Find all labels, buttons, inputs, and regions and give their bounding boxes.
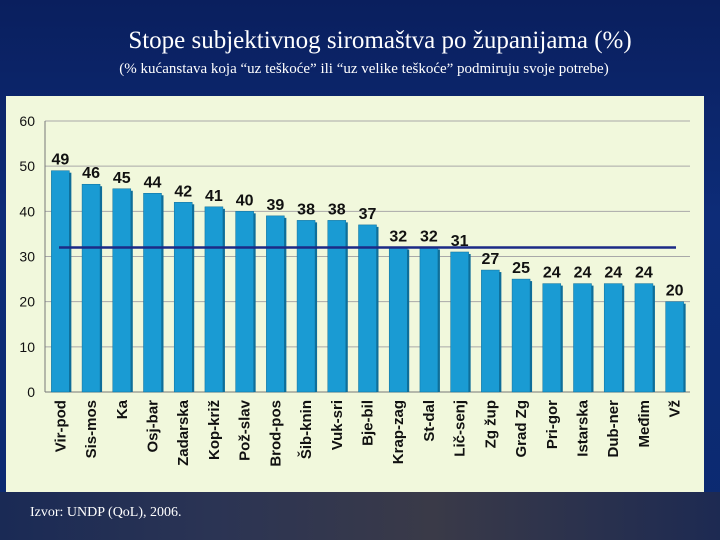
bar [665,301,684,393]
footer-band [0,492,720,540]
source-note: Izvor: UNDP (QoL), 2006. [30,505,182,520]
bar [266,215,285,393]
data-label: 40 [236,192,254,209]
data-label: 32 [389,228,407,245]
bar [542,283,562,393]
bar [204,206,224,393]
y-tick-label: 10 [19,339,35,355]
category-label: Vž [667,400,684,418]
category-label: Vuk-sri [329,400,346,450]
bar [358,224,377,393]
data-label: 20 [666,283,684,300]
data-label: 39 [266,197,284,214]
bar [603,283,623,393]
page-subtitle: (% kućanstava koja “uz teškoće” ili “uz … [119,61,609,77]
category-label: Šib-knin [297,400,315,459]
category-label: Krap-zag [390,400,407,464]
category-label: St-dal [421,400,438,442]
category-label: Pri-gor [544,400,561,449]
category-label: Bje-bil [360,400,377,446]
category-label: Lič-senj [452,400,469,457]
category-label: Dub-ner [605,400,622,458]
bar [81,183,101,393]
category-label: Vir-pod [52,400,69,452]
bar [143,193,162,393]
bar [235,211,254,393]
category-label: Međim [636,400,653,448]
y-tick-label: 60 [19,113,35,129]
category-label: Sis-mos [83,400,100,458]
y-tick-label: 0 [27,384,35,400]
bar [51,170,70,393]
category-label: Zadarska [175,399,192,466]
category-label: Istarska [575,399,592,456]
data-label: 41 [205,188,223,205]
data-label: 31 [451,233,469,250]
bar [327,220,347,393]
data-label: 24 [635,265,653,282]
bar [388,247,408,393]
bar [573,283,592,393]
category-label: Zg žup [482,400,499,448]
data-label: 42 [174,183,192,200]
category-label: Ka [114,399,131,419]
category-label: Kop-križ [206,400,223,460]
bar [173,202,193,393]
data-label: 24 [574,265,592,282]
category-label: Brod-pos [267,400,284,467]
data-label: 24 [604,265,622,282]
data-label: 45 [113,170,131,187]
y-tick-label: 30 [19,249,35,265]
y-tick-label: 50 [19,158,35,174]
page-title: Stope subjektivnog siromaštva po županij… [128,27,632,54]
data-label: 25 [512,260,530,277]
category-label: Grad Zg [513,400,530,458]
bar [634,283,654,393]
bar [296,220,316,393]
data-label: 46 [82,165,100,182]
bar [481,269,500,393]
data-label: 37 [359,206,377,223]
y-tick-label: 40 [19,203,35,219]
data-label: 38 [297,201,315,218]
category-label: Osj-bar [145,400,162,453]
data-label: 44 [144,174,162,191]
y-tick-label: 20 [19,294,35,310]
data-label: 24 [543,265,561,282]
data-label: 38 [328,201,346,218]
bar [112,188,132,393]
category-label: Pož-slav [237,399,254,461]
data-label: 27 [481,251,499,268]
data-label: 49 [51,152,69,169]
bar [450,251,469,393]
data-label: 32 [420,228,438,245]
bar [419,247,439,393]
bar [511,278,531,393]
